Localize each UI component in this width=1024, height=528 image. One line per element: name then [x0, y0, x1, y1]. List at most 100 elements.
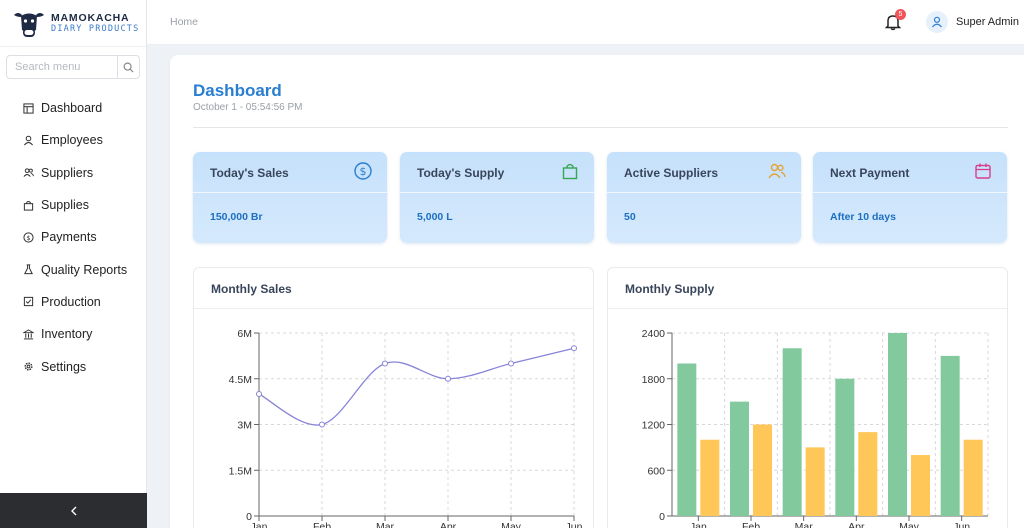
- sidebar-item-employees[interactable]: Employees: [0, 124, 146, 156]
- monthly-supply-panel: Monthly Supply 0 600 1200 1800 2400 Jan Feb Mar…: [607, 267, 1008, 528]
- x-tick-label: Apr: [440, 521, 457, 528]
- sidebar-menu: Dashboard Employees Suppliers Supplies $…: [0, 92, 146, 383]
- dollar-circle-icon: $: [23, 232, 34, 243]
- x-tick-label: Feb: [742, 521, 760, 528]
- sales-point: [508, 360, 514, 367]
- gear-icon: [24, 362, 33, 371]
- y-tick-label: 600: [647, 465, 665, 477]
- monthly-supply-chart: 0 600 1200 1800 2400 Jan Feb Mar Apr May Jun: [642, 328, 989, 528]
- stat-card-todays-supply: Today's Supply 5,000 L: [400, 152, 594, 243]
- user-icon: [932, 16, 942, 28]
- supply-bar: [835, 378, 855, 516]
- stat-value: 50: [624, 211, 636, 223]
- x-tick-label: Jun: [953, 521, 970, 528]
- chevron-left-icon: [70, 506, 76, 515]
- checkbox-icon: [23, 297, 34, 307]
- flask-icon: [24, 264, 33, 275]
- bell-icon[interactable]: [885, 13, 901, 31]
- sidebar-item-label: Supplies: [41, 198, 89, 213]
- sidebar-item-settings[interactable]: Settings: [0, 350, 146, 382]
- sidebar-item-label: Employees: [41, 133, 103, 148]
- top-header: Home 5 Super Admin: [147, 0, 1024, 45]
- divider: [607, 192, 801, 193]
- supply-bar: [963, 439, 983, 516]
- sales-point: [445, 375, 451, 382]
- stat-label: Active Suppliers: [624, 166, 719, 180]
- stat-label: Next Payment: [830, 166, 910, 180]
- sidebar-item-payments[interactable]: $ Payments: [0, 221, 146, 253]
- bank-icon: [23, 329, 34, 340]
- search-input[interactable]: [7, 61, 117, 73]
- sidebar-item-label: Payments: [41, 230, 97, 245]
- sidebar-item-suppliers[interactable]: Suppliers: [0, 157, 146, 189]
- brand-subtitle: DIARY PRODUCTS: [51, 24, 140, 34]
- x-tick-label: Jan: [251, 521, 268, 528]
- breadcrumb[interactable]: Home: [170, 16, 199, 28]
- divider: [193, 192, 387, 193]
- sidebar-item-label: Suppliers: [41, 165, 94, 180]
- dollar-circle-icon: $: [354, 162, 372, 180]
- y-tick-label: 3M: [237, 420, 252, 432]
- avatar[interactable]: [926, 11, 948, 33]
- stat-card-active-suppliers: Active Suppliers 50: [607, 152, 801, 243]
- stat-value: 5,000 L: [417, 211, 453, 223]
- x-tick-label: Mar: [376, 521, 395, 528]
- stat-label: Today's Sales: [210, 166, 289, 180]
- panel-title: Monthly Supply: [625, 282, 715, 296]
- x-tick-label: Feb: [313, 521, 331, 528]
- sales-point: [256, 391, 262, 397]
- y-tick-label: 0: [659, 511, 665, 523]
- page-title: Dashboard: [193, 81, 282, 100]
- cow-logo-icon: [14, 13, 44, 37]
- calendar-icon: [975, 163, 991, 179]
- supply-bar: [940, 355, 960, 516]
- supply-bar: [677, 363, 697, 516]
- shopping-bag-icon: [562, 163, 578, 180]
- supply-bar: [730, 401, 749, 516]
- user-icon: [23, 135, 34, 146]
- sidebar-item-label: Production: [41, 294, 101, 309]
- main-content: Dashboard October 1 - 05:54:56 PM Today'…: [170, 55, 1024, 528]
- y-tick-label: 1200: [642, 420, 666, 432]
- sidebar-item-quality-reports[interactable]: Quality Reports: [0, 253, 146, 285]
- search-button[interactable]: [117, 56, 139, 78]
- svg-text:$: $: [26, 234, 30, 242]
- sidebar-item-label: Inventory: [41, 327, 93, 342]
- supply-bar: [782, 348, 802, 516]
- sidebar-item-supplies[interactable]: Supplies: [0, 189, 146, 221]
- sidebar-item-label: Dashboard: [41, 101, 103, 116]
- username[interactable]: Super Admin: [956, 16, 1019, 28]
- y-tick-label: 6M: [237, 328, 252, 340]
- sidebar-item-production[interactable]: Production: [0, 286, 146, 318]
- y-tick-label: 2400: [642, 328, 666, 340]
- stat-label: Today's Supply: [417, 166, 505, 180]
- stat-value: After 10 days: [830, 211, 896, 223]
- stat-value: 150,000 Br: [210, 211, 263, 223]
- sidebar-item-dashboard[interactable]: Dashboard: [0, 92, 146, 124]
- search-icon: [123, 62, 134, 73]
- sidebar-item-inventory[interactable]: Inventory: [0, 318, 146, 350]
- x-tick-label: May: [501, 521, 522, 528]
- divider: [400, 192, 594, 193]
- sales-point: [571, 345, 577, 352]
- divider: [194, 308, 593, 309]
- panel-title: Monthly Sales: [211, 282, 292, 296]
- stat-card-todays-sales: Today's Sales $ 150,000 Br: [193, 152, 387, 243]
- monthly-sales-chart: 0 1.5M 3M 4.5M 6M Jan Feb Mar Apr May Jun: [229, 328, 583, 528]
- monthly-sales-panel: Monthly Sales 0 1.5M 3M 4.5M 6M Jan Feb Mar Apr M…: [193, 267, 594, 528]
- supply-bar: [805, 447, 825, 516]
- users-icon: [23, 168, 34, 178]
- sidebar-collapse-button[interactable]: [0, 493, 147, 528]
- y-tick-label: 0: [246, 511, 252, 523]
- brand-logo[interactable]: MAMOKACHA DIARY PRODUCTS: [0, 0, 146, 47]
- divider: [608, 308, 1007, 309]
- svg-text:$: $: [360, 165, 367, 178]
- sales-line: [258, 347, 575, 426]
- divider: [813, 192, 1007, 193]
- y-tick-label: 1800: [642, 374, 666, 386]
- x-tick-label: Jun: [566, 521, 583, 528]
- sales-point: [382, 360, 388, 367]
- sidebar-item-label: Quality Reports: [41, 262, 128, 277]
- sales-point: [319, 421, 325, 428]
- y-tick-label: 4.5M: [229, 374, 252, 386]
